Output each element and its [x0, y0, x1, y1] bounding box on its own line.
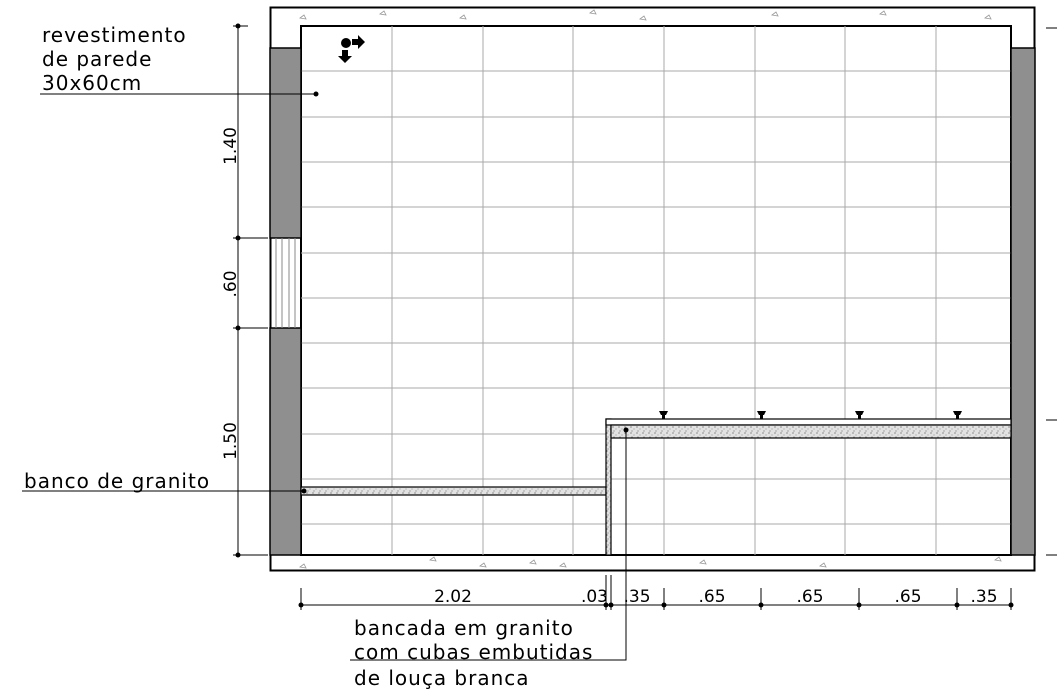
counter-side-panel — [605, 418, 612, 556]
faucet-icon — [855, 411, 864, 419]
label-counter-1: bancada em granito — [354, 616, 574, 640]
dim-vertical-1: 1.40 — [221, 127, 241, 165]
dim-horizontal-2: .03 — [581, 587, 608, 607]
label-counter-3: de louça branca — [354, 666, 530, 690]
window-opening — [275, 238, 296, 328]
dim-horizontal-4: .65 — [698, 587, 725, 607]
vertical-dimension-ticks — [235, 23, 241, 558]
dim-horizontal-7: .35 — [970, 587, 997, 607]
right-wall — [1010, 47, 1036, 556]
faucets — [659, 411, 962, 419]
horizontal-dimension-line — [300, 575, 1012, 610]
leader-counter — [350, 430, 627, 661]
dim-horizontal-3: .35 — [623, 587, 650, 607]
faucet-icon — [953, 411, 962, 419]
dim-horizontal-1: 2.02 — [434, 587, 472, 607]
horizontal-dimension-ticks — [298, 602, 1014, 608]
label-bench: banco de granito — [24, 469, 210, 493]
concrete-hatch — [299, 9, 1002, 569]
outer-frame — [269, 6, 1036, 572]
right-dimension-ticks — [1046, 27, 1057, 556]
dim-horizontal-6: .65 — [894, 587, 921, 607]
label-wall-tile-3: 30x60cm — [42, 71, 142, 95]
dim-horizontal-5: .65 — [796, 587, 823, 607]
leader-wall-tile-dot — [313, 91, 319, 97]
faucet-icon — [659, 411, 668, 419]
inner-room — [300, 25, 1012, 556]
wall-tile-grid — [301, 26, 1011, 555]
leader-counter-dot — [623, 427, 629, 433]
faucet-icon — [757, 411, 766, 419]
granite-counter — [605, 418, 1012, 439]
label-counter-2: com cubas embutidas — [354, 640, 593, 664]
left-wall-upper — [269, 47, 302, 239]
dim-vertical-2: .60 — [221, 270, 241, 297]
label-wall-tile-2: de parede — [42, 47, 152, 71]
left-wall-lower — [269, 327, 302, 556]
tile-symbol-icon — [338, 35, 365, 63]
leader-bench-dot — [301, 488, 307, 494]
dim-vertical-3: 1.50 — [221, 422, 241, 460]
label-wall-tile-1: revestimento — [42, 23, 187, 47]
granite-bench — [300, 486, 607, 496]
